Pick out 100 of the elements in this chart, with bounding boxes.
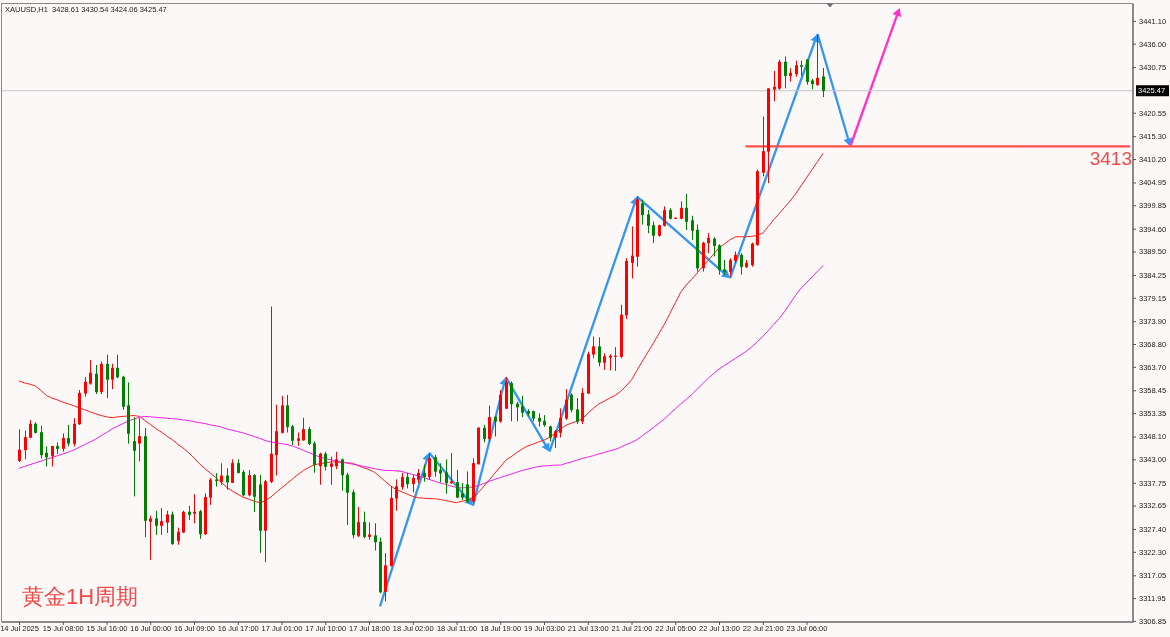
- candlestick: [543, 414, 546, 428]
- candlestick: [29, 419, 32, 439]
- candlestick: [707, 232, 710, 254]
- candlestick: [685, 193, 688, 231]
- candlestick: [248, 469, 251, 497]
- candlestick: [220, 462, 223, 486]
- candlestick: [291, 424, 294, 446]
- candlestick: [789, 67, 792, 83]
- candlestick: [40, 425, 43, 459]
- candlestick: [346, 472, 349, 526]
- candlestick: [319, 452, 322, 486]
- candlestick: [237, 458, 240, 474]
- candlestick: [494, 415, 497, 438]
- annotation: 3413: [1089, 148, 1132, 170]
- candlestick: [73, 417, 76, 447]
- candlestick: [806, 58, 809, 86]
- candlestick: [565, 388, 568, 421]
- candlestick: [773, 70, 776, 102]
- candlestick: [603, 352, 606, 371]
- candlestick: [297, 432, 300, 447]
- candlestick: [680, 200, 683, 220]
- candlestick: [412, 474, 415, 493]
- candlestick: [116, 354, 119, 379]
- candlestick: [767, 87, 770, 184]
- candlestick: [149, 515, 152, 561]
- candlestick: [368, 521, 371, 541]
- candlestick: [62, 432, 65, 453]
- candlestick: [270, 305, 273, 484]
- candlestick: [199, 509, 202, 540]
- candlestick: [538, 412, 541, 428]
- candlestick: [401, 472, 404, 491]
- candlestick: [439, 462, 442, 484]
- candlestick: [800, 60, 803, 77]
- candlestick: [647, 209, 650, 234]
- candlestick: [51, 445, 54, 467]
- candlestick: [641, 199, 644, 226]
- candlestick: [745, 259, 748, 269]
- candlestick: [527, 408, 530, 417]
- candlestick: [729, 257, 732, 278]
- candlestick: [89, 359, 92, 386]
- candlestick: [106, 354, 109, 399]
- candlestick: [663, 205, 666, 227]
- candlestick: [691, 215, 694, 241]
- candlestick: [811, 78, 814, 90]
- candlestick: [133, 416, 136, 497]
- candlestick: [669, 207, 672, 220]
- candlestick: [456, 469, 459, 499]
- candlestick: [100, 360, 103, 395]
- candlestick: [417, 468, 420, 484]
- candlestick: [576, 397, 579, 425]
- candlestick: [24, 430, 27, 460]
- candlestick: [231, 458, 234, 484]
- candlestick: [581, 387, 584, 425]
- candlestick: [384, 552, 387, 602]
- candlestick: [499, 389, 502, 424]
- candlestick: [784, 56, 787, 89]
- candlestick: [718, 243, 721, 276]
- candlestick: [302, 417, 305, 442]
- candlestick: [324, 451, 327, 471]
- candlestick: [795, 60, 798, 78]
- candlestick: [226, 467, 229, 491]
- candlestick: [598, 336, 601, 367]
- candlestick: [816, 33, 819, 87]
- candlestick: [253, 473, 256, 513]
- candlestick: [510, 381, 513, 422]
- candlestick: [281, 395, 284, 434]
- candlestick: [67, 424, 70, 447]
- candlestick: [559, 407, 562, 438]
- candlestick: [406, 472, 409, 489]
- candlestick: [111, 363, 114, 390]
- candlestick: [461, 482, 464, 501]
- annotation: 黄金1H周期: [22, 584, 139, 609]
- candlestick: [374, 522, 377, 551]
- candlestick: [177, 527, 180, 546]
- candlestick: [330, 456, 333, 486]
- candlestick: [357, 506, 360, 538]
- candlestick: [549, 425, 552, 442]
- candlestick: [713, 236, 716, 257]
- candlestick: [275, 404, 278, 476]
- line-series: [18, 265, 824, 489]
- candlestick: [127, 381, 130, 445]
- candlestick: [45, 445, 48, 467]
- candlestick: [822, 67, 825, 98]
- candlestick: [259, 474, 262, 554]
- candlestick: [209, 477, 212, 506]
- candlestick: [614, 346, 617, 372]
- candlestick: [155, 510, 158, 536]
- candlestick: [734, 250, 737, 264]
- candlestick: [674, 217, 677, 220]
- candlestick: [18, 428, 21, 463]
- candlestick: [138, 417, 141, 463]
- candlestick: [215, 472, 218, 488]
- candlestick: [450, 452, 453, 485]
- candlestick: [652, 221, 655, 244]
- candlestick: [341, 457, 344, 492]
- candlestick: [56, 441, 59, 455]
- candlestick: [144, 427, 147, 538]
- candlestick: [521, 395, 524, 418]
- candlestick: [696, 224, 699, 273]
- candlestick: [34, 421, 37, 434]
